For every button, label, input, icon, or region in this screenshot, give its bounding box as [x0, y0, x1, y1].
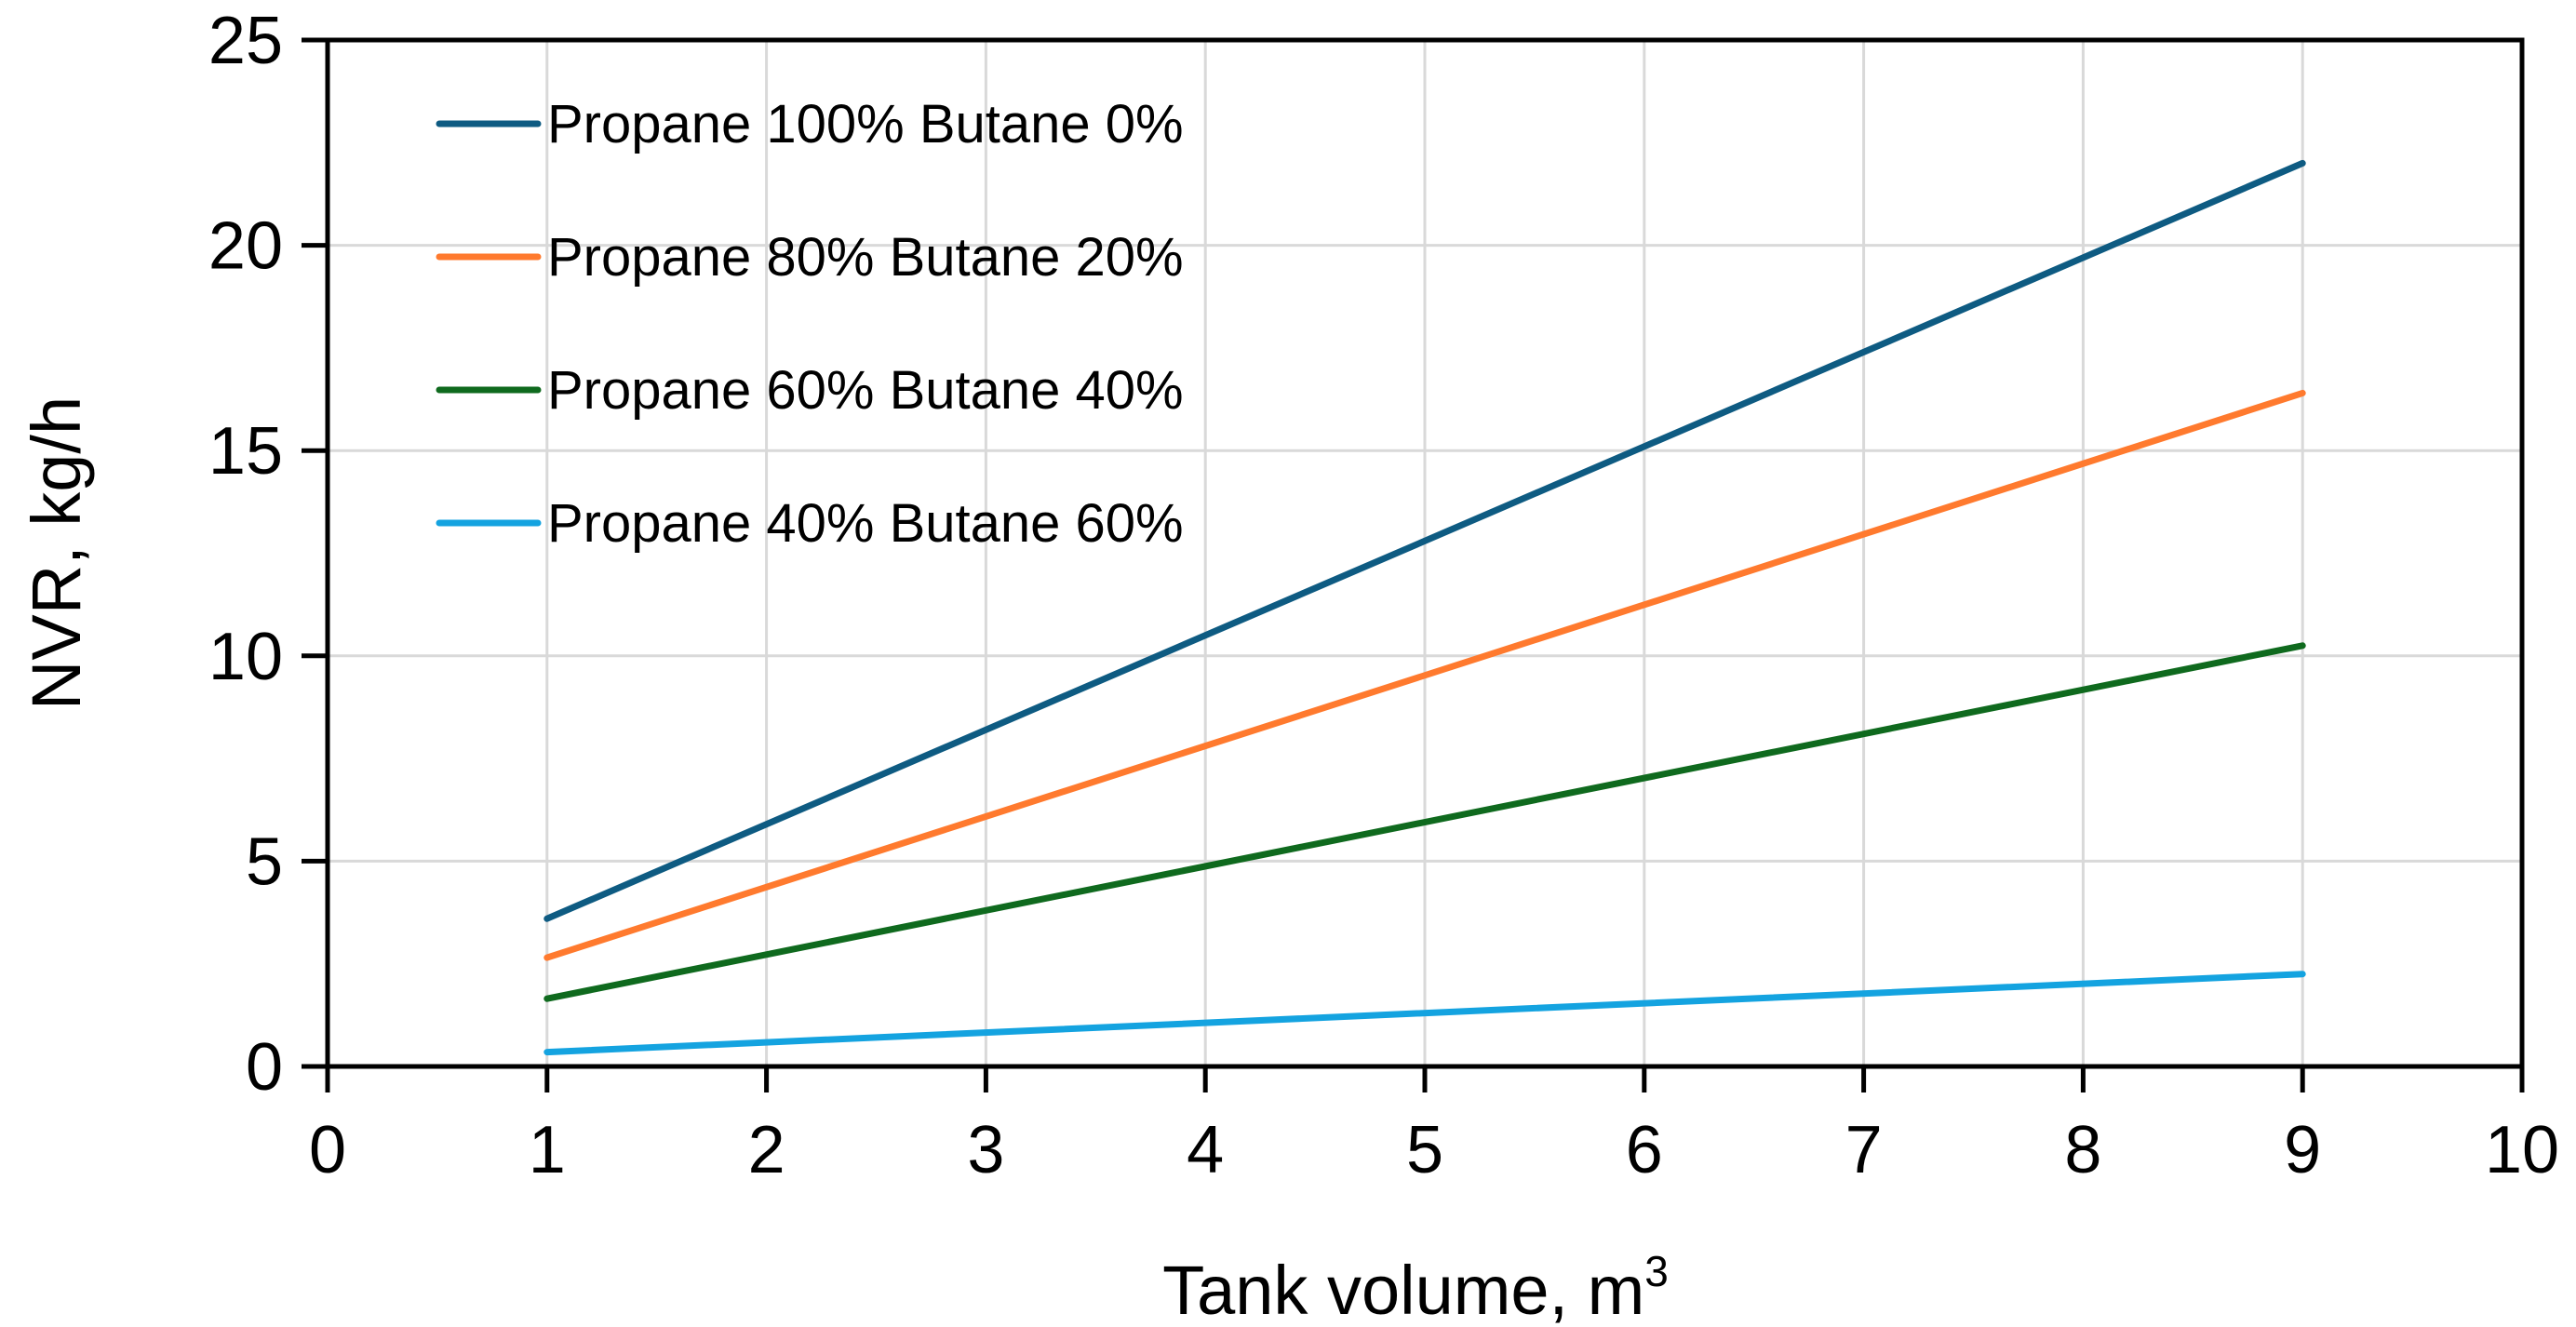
legend: Propane 100% Butane 0% Propane 80% Butane… — [436, 94, 1184, 554]
y-axis-title: NVR, kg/h — [18, 396, 95, 710]
series-line-2 — [543, 389, 2306, 961]
grid-lines — [328, 40, 2522, 1066]
y-tick-label: 25 — [208, 4, 283, 78]
x-tick-label: 6 — [1626, 1113, 1663, 1187]
legend-label-4: Propane 40% Butane 60% — [547, 493, 1184, 554]
x-tick-label: 9 — [2284, 1113, 2321, 1187]
x-tick-label: 1 — [529, 1113, 566, 1187]
x-tick-label: 4 — [1187, 1113, 1224, 1187]
series-line-4 — [543, 971, 2306, 1056]
y-tick-label: 15 — [208, 414, 283, 489]
x-tick-label: 7 — [1845, 1113, 1883, 1187]
legend-label-1: Propane 100% Butane 0% — [547, 94, 1184, 154]
x-tick-label: 5 — [1406, 1113, 1443, 1187]
y-tick-label: 10 — [208, 620, 283, 694]
legend-label-2: Propane 80% Butane 20% — [547, 227, 1184, 288]
series-line-3 — [543, 642, 2306, 1002]
axis-ticks: 0 1 2 3 4 5 6 7 8 9 10 0 5 10 15 20 25 — [208, 4, 2559, 1187]
x-tick-label: 8 — [2064, 1113, 2101, 1187]
legend-label-3: Propane 60% Butane 40% — [547, 360, 1184, 421]
x-tick-label: 0 — [309, 1113, 346, 1187]
x-tick-label: 10 — [2485, 1113, 2559, 1187]
y-tick-label: 5 — [246, 824, 283, 899]
x-axis-title-superscript: 3 — [1644, 1247, 1669, 1295]
y-tick-label: 0 — [246, 1030, 283, 1105]
x-axis-title: Tank volume, m3 — [1162, 1247, 1669, 1327]
series-line-1 — [543, 159, 2306, 922]
x-axis-title-text: Tank volume, m — [1162, 1252, 1644, 1327]
x-tick-label: 3 — [967, 1113, 1004, 1187]
y-tick-label: 20 — [208, 209, 283, 284]
x-tick-label: 2 — [748, 1113, 785, 1187]
series-lines — [543, 159, 2306, 1056]
